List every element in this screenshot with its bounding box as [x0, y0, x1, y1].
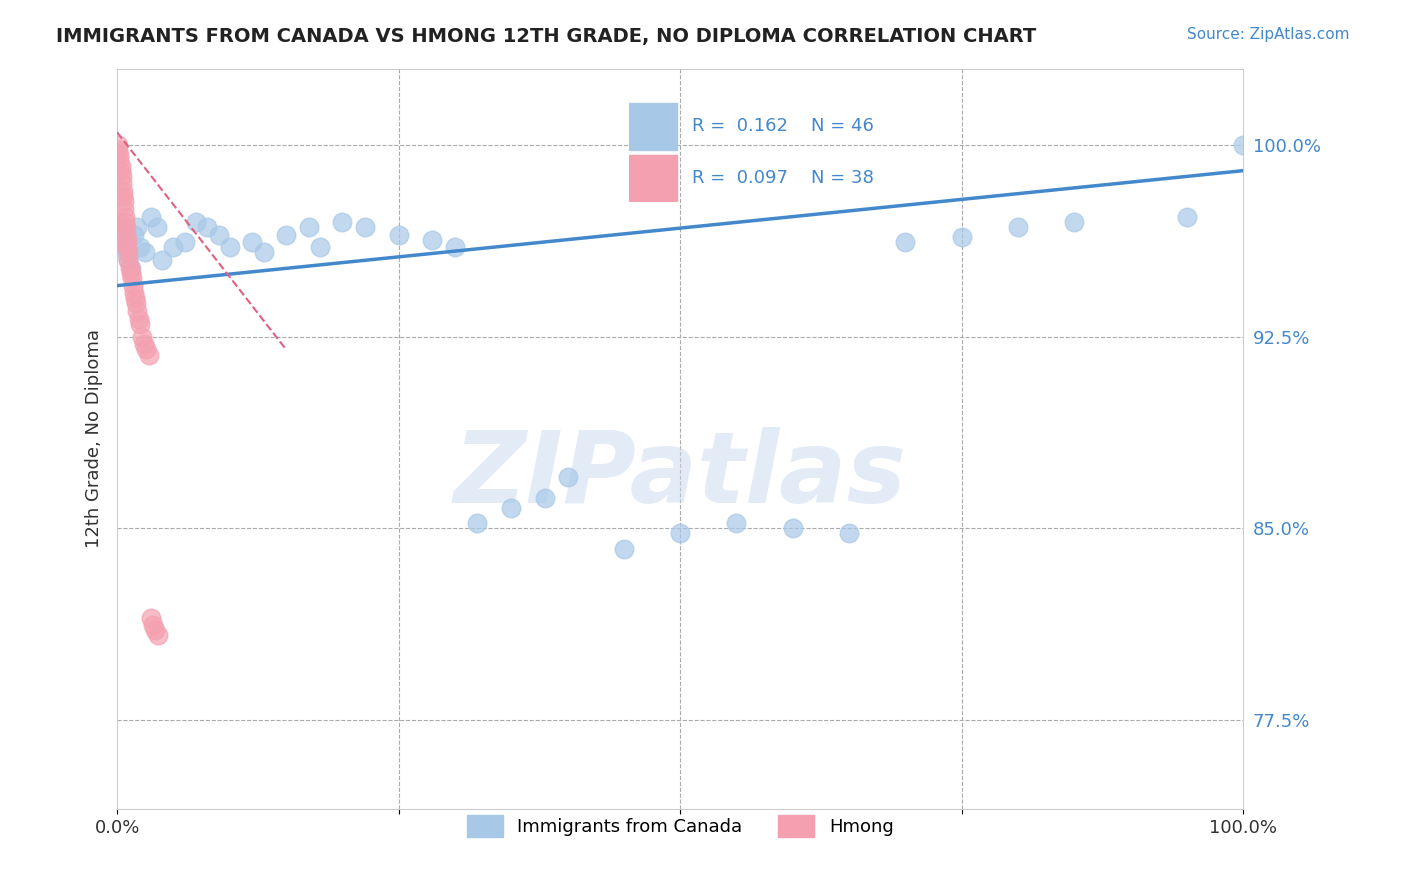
Hmong [108, 148, 131, 162]
Immigrants from Canada [128, 240, 150, 254]
Immigrants from Canada [950, 230, 973, 244]
Immigrants from Canada [207, 227, 229, 242]
Immigrants from Canada [240, 235, 263, 250]
Immigrants from Canada [117, 253, 139, 268]
Immigrants from Canada [162, 240, 184, 254]
Immigrants from Canada [669, 526, 692, 541]
Immigrants from Canada [107, 215, 129, 229]
Immigrants from Canada [111, 233, 134, 247]
Immigrants from Canada [838, 526, 860, 541]
Hmong [146, 628, 169, 642]
Hmong [112, 194, 135, 209]
Immigrants from Canada [1007, 219, 1029, 234]
Hmong [135, 343, 157, 357]
Immigrants from Canada [110, 227, 132, 242]
Immigrants from Canada [173, 235, 195, 250]
Immigrants from Canada [467, 516, 489, 530]
Legend: Immigrants from Canada, Hmong: Immigrants from Canada, Hmong [460, 808, 901, 845]
Hmong [110, 159, 132, 173]
Text: IMMIGRANTS FROM CANADA VS HMONG 12TH GRADE, NO DIPLOMA CORRELATION CHART: IMMIGRANTS FROM CANADA VS HMONG 12TH GRA… [56, 27, 1036, 45]
Hmong [111, 189, 134, 203]
Hmong [142, 618, 165, 632]
Hmong [115, 227, 138, 242]
Immigrants from Canada [127, 219, 149, 234]
Hmong [114, 210, 136, 224]
Immigrants from Canada [145, 219, 167, 234]
Hmong [128, 317, 150, 331]
Hmong [117, 253, 139, 268]
Immigrants from Canada [297, 219, 319, 234]
Hmong [131, 329, 153, 343]
Immigrants from Canada [444, 240, 467, 254]
Hmong [117, 245, 139, 260]
Hmong [124, 291, 146, 305]
Hmong [125, 296, 148, 310]
Hmong [111, 184, 134, 198]
Immigrants from Canada [150, 253, 173, 268]
Immigrants from Canada [725, 516, 748, 530]
Text: ZIPatlas: ZIPatlas [454, 427, 907, 524]
Immigrants from Canada [114, 240, 136, 254]
Immigrants from Canada [252, 245, 274, 260]
Immigrants from Canada [139, 210, 162, 224]
Hmong [118, 260, 141, 275]
Hmong [114, 215, 136, 229]
Hmong [107, 143, 129, 157]
Hmong [120, 266, 142, 280]
Immigrants from Canada [115, 245, 138, 260]
Immigrants from Canada [422, 233, 444, 247]
Hmong [111, 169, 134, 183]
Immigrants from Canada [195, 219, 218, 234]
Hmong [127, 304, 149, 318]
Hmong [145, 624, 167, 638]
Immigrants from Canada [274, 227, 297, 242]
Hmong [134, 337, 156, 351]
Immigrants from Canada [557, 470, 579, 484]
Immigrants from Canada [388, 227, 411, 242]
Immigrants from Canada [894, 235, 917, 250]
Immigrants from Canada [1175, 210, 1198, 224]
Hmong [121, 271, 143, 285]
Immigrants from Canada [120, 260, 142, 275]
Hmong [110, 163, 132, 178]
Immigrants from Canada [613, 541, 636, 556]
Immigrants from Canada [354, 219, 377, 234]
Immigrants from Canada [184, 215, 207, 229]
Hmong [139, 610, 162, 624]
Y-axis label: 12th Grade, No Diploma: 12th Grade, No Diploma [86, 329, 103, 549]
Hmong [112, 202, 135, 216]
Hmong [122, 286, 145, 301]
Hmong [111, 177, 134, 191]
Immigrants from Canada [1232, 138, 1254, 153]
Immigrants from Canada [1063, 215, 1085, 229]
Immigrants from Canada [534, 491, 557, 505]
Immigrants from Canada [330, 215, 353, 229]
Hmong [122, 278, 145, 293]
Immigrants from Canada [218, 240, 240, 254]
Hmong [108, 153, 131, 168]
Immigrants from Canada [501, 500, 523, 515]
Hmong [138, 347, 160, 361]
Hmong [128, 311, 150, 326]
Immigrants from Canada [108, 219, 131, 234]
Hmong [117, 240, 139, 254]
Immigrants from Canada [308, 240, 330, 254]
Immigrants from Canada [782, 521, 804, 535]
Text: Source: ZipAtlas.com: Source: ZipAtlas.com [1187, 27, 1350, 42]
Hmong [117, 233, 139, 247]
Immigrants from Canada [134, 245, 156, 260]
Hmong [107, 138, 129, 153]
Hmong [115, 219, 138, 234]
Immigrants from Canada [122, 227, 145, 242]
